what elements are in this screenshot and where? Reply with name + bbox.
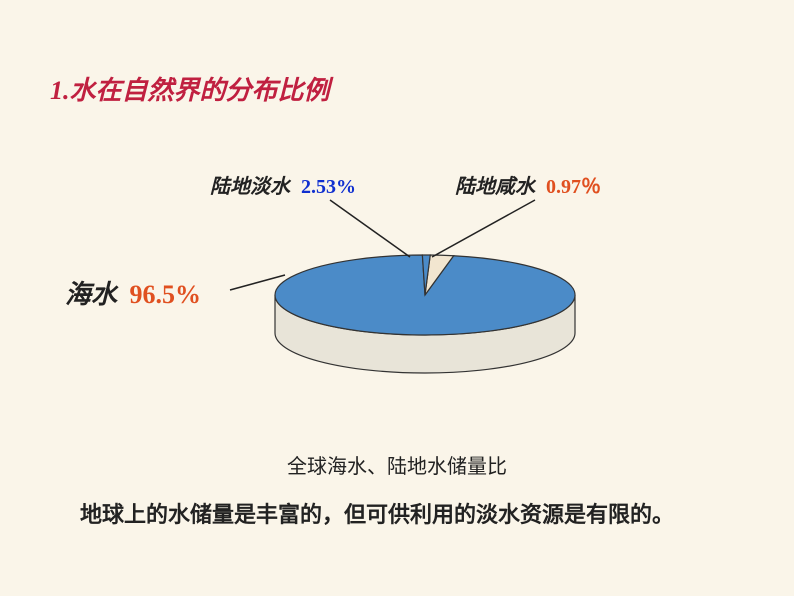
label-freshwater-text: 陆地淡水 [210,176,290,198]
pie-chart-svg [270,255,580,395]
label-seawater-text: 海水 [65,280,117,309]
section-title: 1.水在自然界的分布比例 [50,70,330,107]
label-saltwater-pct: 0.97％ [546,176,601,198]
chart-caption: 全球海水、陆地水储量比 [0,450,794,479]
label-saltwater: 陆地咸水 0.97％ [455,170,601,199]
label-saltwater-text: 陆地咸水 [455,176,535,198]
label-seawater: 海水 96.5% [65,274,201,311]
label-freshwater-pct: 2.53% [301,176,356,198]
label-freshwater: 陆地淡水 2.53% [210,170,356,199]
pie-chart [270,255,580,395]
label-seawater-pct: 96.5% [130,280,202,309]
conclusion-text: 地球上的水储量是丰富的，但可供利用的淡水资源是有限的。 [80,500,720,531]
